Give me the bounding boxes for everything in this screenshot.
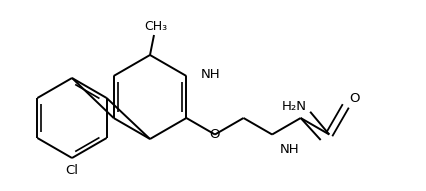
Text: O: O [348, 92, 358, 105]
Text: Cl: Cl [65, 164, 78, 177]
Text: NH: NH [279, 142, 299, 155]
Text: CH₃: CH₃ [144, 19, 167, 32]
Text: O: O [209, 128, 220, 141]
Text: NH: NH [200, 67, 219, 80]
Text: H₂N: H₂N [282, 100, 306, 113]
